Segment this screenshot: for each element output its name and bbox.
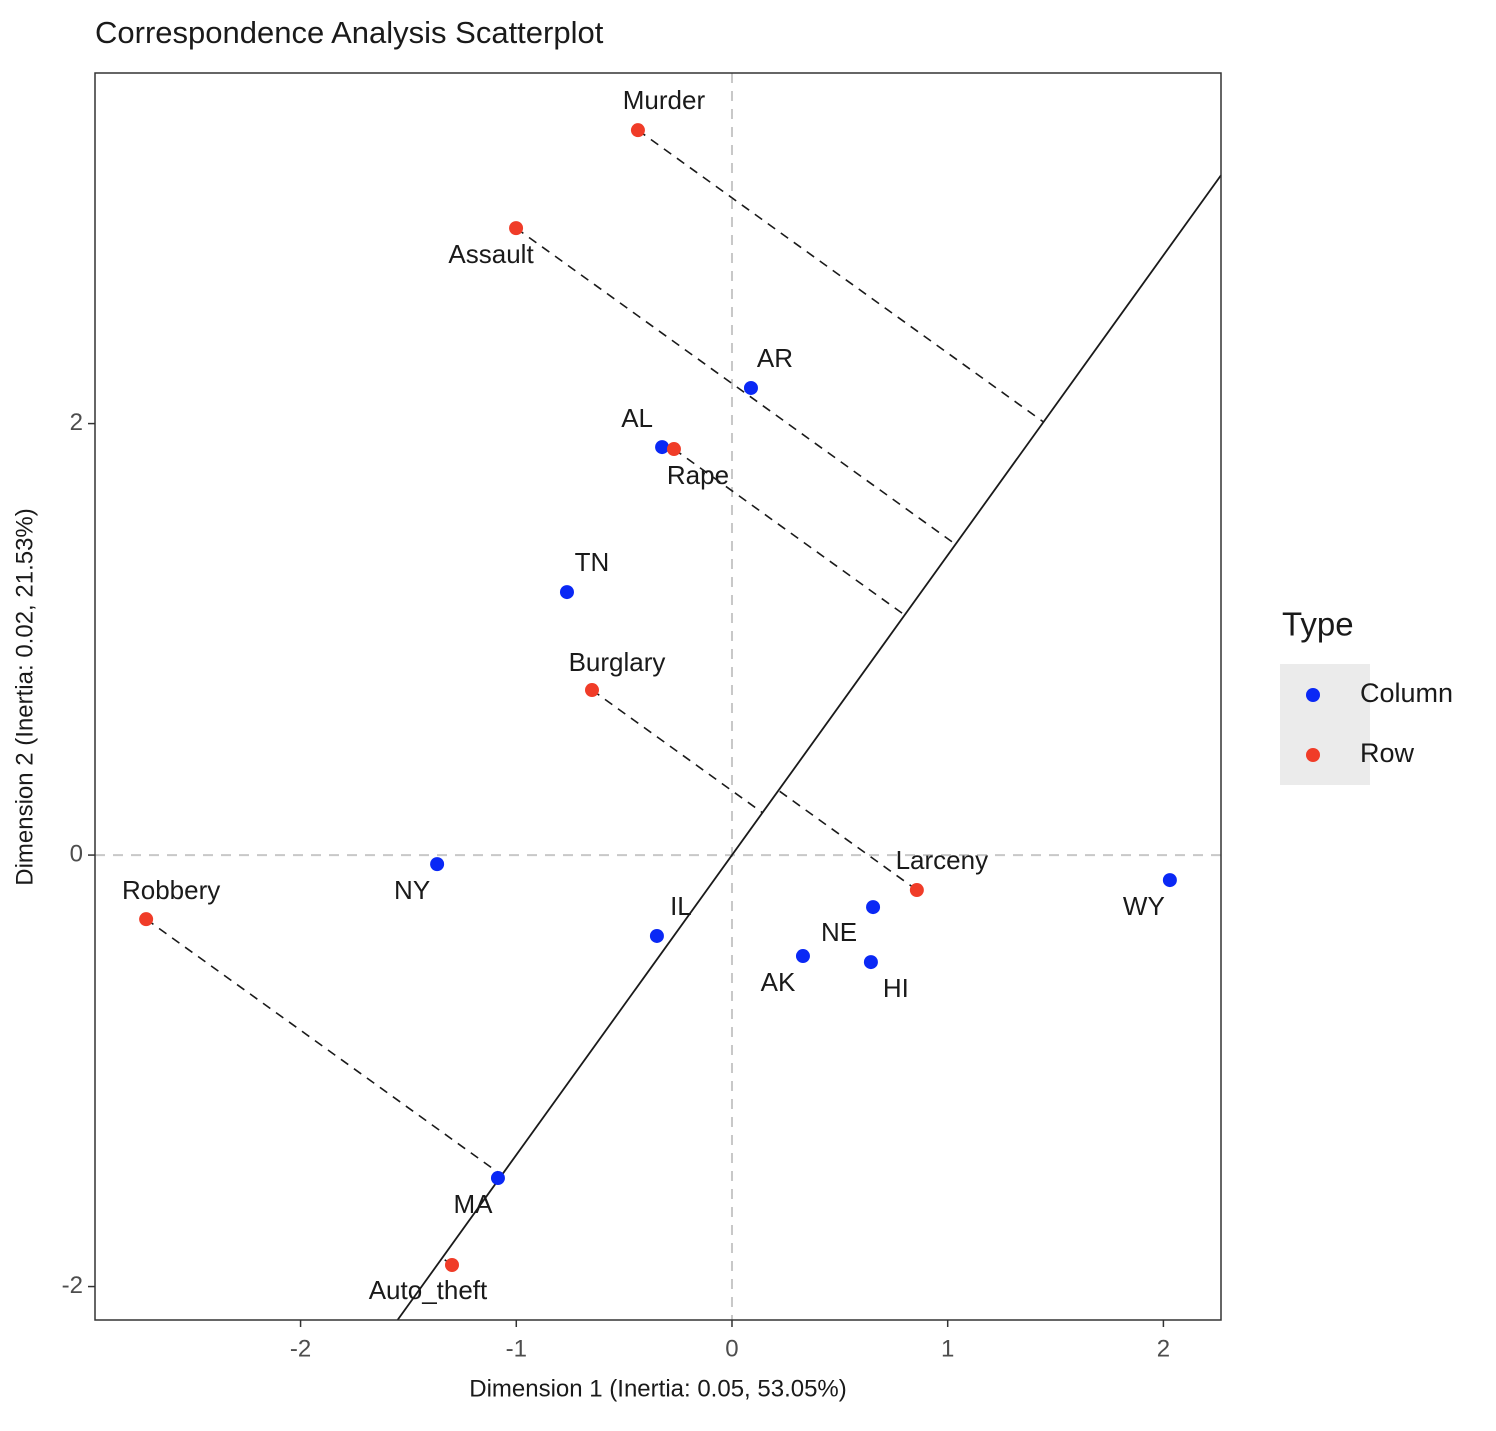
point-label: TN [575, 547, 610, 577]
point [630, 123, 645, 138]
point [795, 949, 810, 964]
point [655, 440, 670, 455]
x-tick-label: -2 [290, 1335, 311, 1362]
reference-line [396, 174, 1222, 1321]
point [909, 883, 924, 898]
point-label: Murder [623, 85, 706, 115]
point [584, 683, 599, 698]
point-label: Robbery [122, 875, 220, 905]
legend-label: Row [1360, 738, 1415, 768]
projection-line [637, 129, 1044, 423]
legend-marker [1306, 688, 1320, 702]
point-label: HI [883, 973, 909, 1003]
point-label: Burglary [569, 647, 666, 677]
y-tick-label: 2 [70, 409, 83, 436]
point [666, 442, 681, 457]
projection-line [778, 789, 918, 891]
point-label: WY [1123, 891, 1165, 921]
y-axis-label: Dimension 2 (Inertia: 0.02, 21.53%) [11, 508, 38, 886]
point [430, 857, 445, 872]
x-axis-label: Dimension 1 (Inertia: 0.05, 53.05%) [469, 1375, 847, 1402]
chart-title: Correspondence Analysis Scatterplot [95, 15, 604, 50]
legend-marker [1306, 748, 1320, 762]
x-tick-label: 0 [725, 1335, 738, 1362]
point [444, 1257, 459, 1272]
point-label: Rape [667, 460, 729, 490]
y-tick-label: 0 [70, 840, 83, 867]
legend-label: Column [1360, 678, 1453, 708]
point [863, 955, 878, 970]
point [139, 912, 154, 927]
plot-frame [94, 72, 1222, 1321]
point [559, 585, 574, 600]
projection-line [515, 227, 956, 545]
point [490, 1171, 505, 1186]
projection-line [145, 918, 503, 1176]
projection-line [591, 689, 763, 814]
point-label: NE [821, 917, 857, 947]
point-label: IL [670, 891, 692, 921]
point-label: Auto_theft [369, 1275, 488, 1305]
point [866, 900, 881, 915]
x-tick-label: 1 [941, 1335, 954, 1362]
point-label: Assault [448, 239, 534, 269]
x-tick-label: 2 [1157, 1335, 1170, 1362]
point-label: AL [621, 403, 653, 433]
point-label: AR [757, 343, 793, 373]
point-label: AK [761, 967, 796, 997]
point [743, 380, 758, 395]
point [509, 221, 524, 236]
point [1162, 873, 1177, 888]
legend-title: Type [1282, 606, 1354, 643]
x-tick-label: -1 [506, 1335, 527, 1362]
point-label: Larceny [896, 845, 989, 875]
y-tick-label: -2 [62, 1272, 83, 1299]
point-label: MA [453, 1189, 493, 1219]
point-label: NY [394, 875, 430, 905]
legend-key-bg [1280, 664, 1370, 785]
point [649, 928, 664, 943]
